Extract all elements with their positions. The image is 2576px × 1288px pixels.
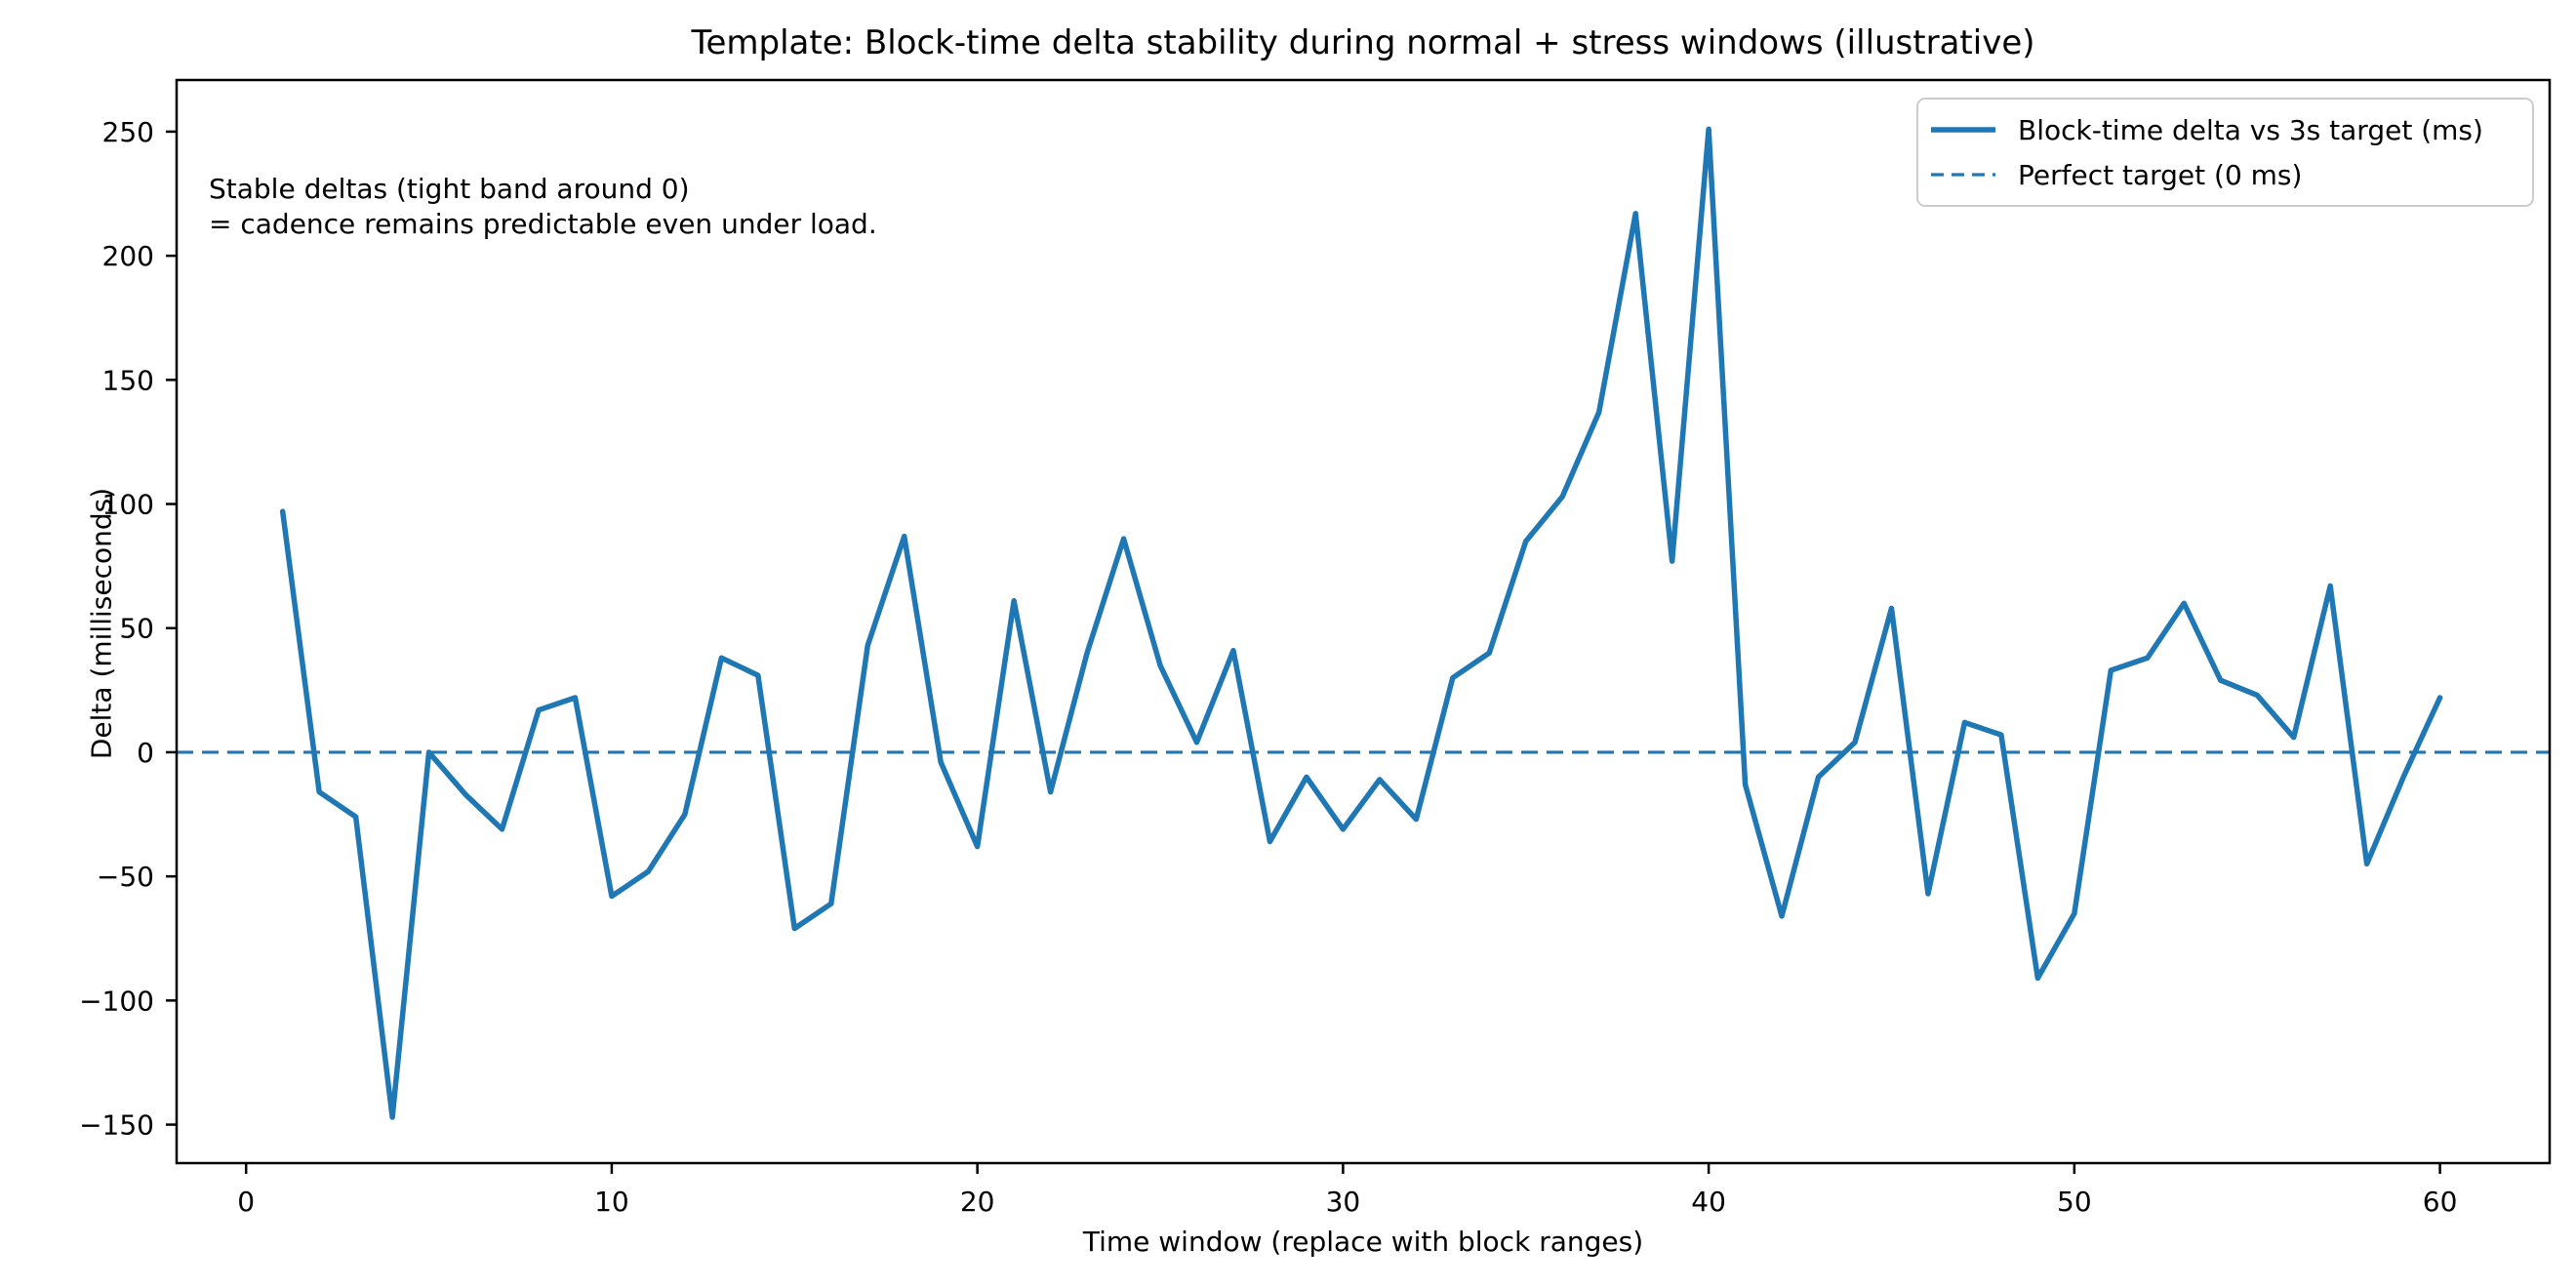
x-tick-label: 50 [2057,1186,2092,1218]
annotation-text: Stable deltas (tight band around 0) = ca… [209,172,877,242]
legend-label-perfect-target: Perfect target (0 ms) [2018,158,2303,191]
x-tick-label: 0 [237,1186,255,1218]
y-tick-label: 100 [102,489,154,521]
y-axis-label: Delta (milliseconds) [85,487,118,760]
y-tick-label: 150 [102,364,154,396]
legend-item-delta-series: Block-time delta vs 3s target (ms) [1930,113,2532,146]
y-tick-label: −100 [79,985,154,1017]
x-tick-label: 20 [960,1186,995,1218]
chart-title: Template: Block-time delta stability dur… [691,23,2035,62]
solid-line-sample-icon [1931,127,1995,133]
legend: Block-time delta vs 3s target (ms) Perfe… [1916,98,2534,207]
annotation-line-1: Stable deltas (tight band around 0) [209,173,690,205]
dashed-line-sample-icon [1931,173,1995,177]
y-tick-label: 200 [102,240,154,272]
x-tick-label: 60 [2423,1186,2458,1218]
annotation-line-2: = cadence remains predictable even under… [209,208,877,240]
legend-item-perfect-target: Perfect target (0 ms) [1930,158,2532,191]
delta-series-line [279,126,2443,1120]
y-tick-label: 250 [102,116,154,148]
legend-label-delta-series: Block-time delta vs 3s target (ms) [2018,113,2483,146]
x-tick-label: 40 [1691,1186,1726,1218]
y-tick-label: 0 [137,737,154,769]
y-tick-label: −50 [97,861,154,893]
y-tick-label: −150 [79,1109,154,1142]
y-tick-label: 50 [119,613,154,645]
x-axis-label: Time window (replace with block ranges) [1082,1226,1644,1258]
x-tick-label: 30 [1326,1186,1361,1218]
plot-border [175,78,2552,1165]
x-tick-label: 10 [594,1186,629,1218]
